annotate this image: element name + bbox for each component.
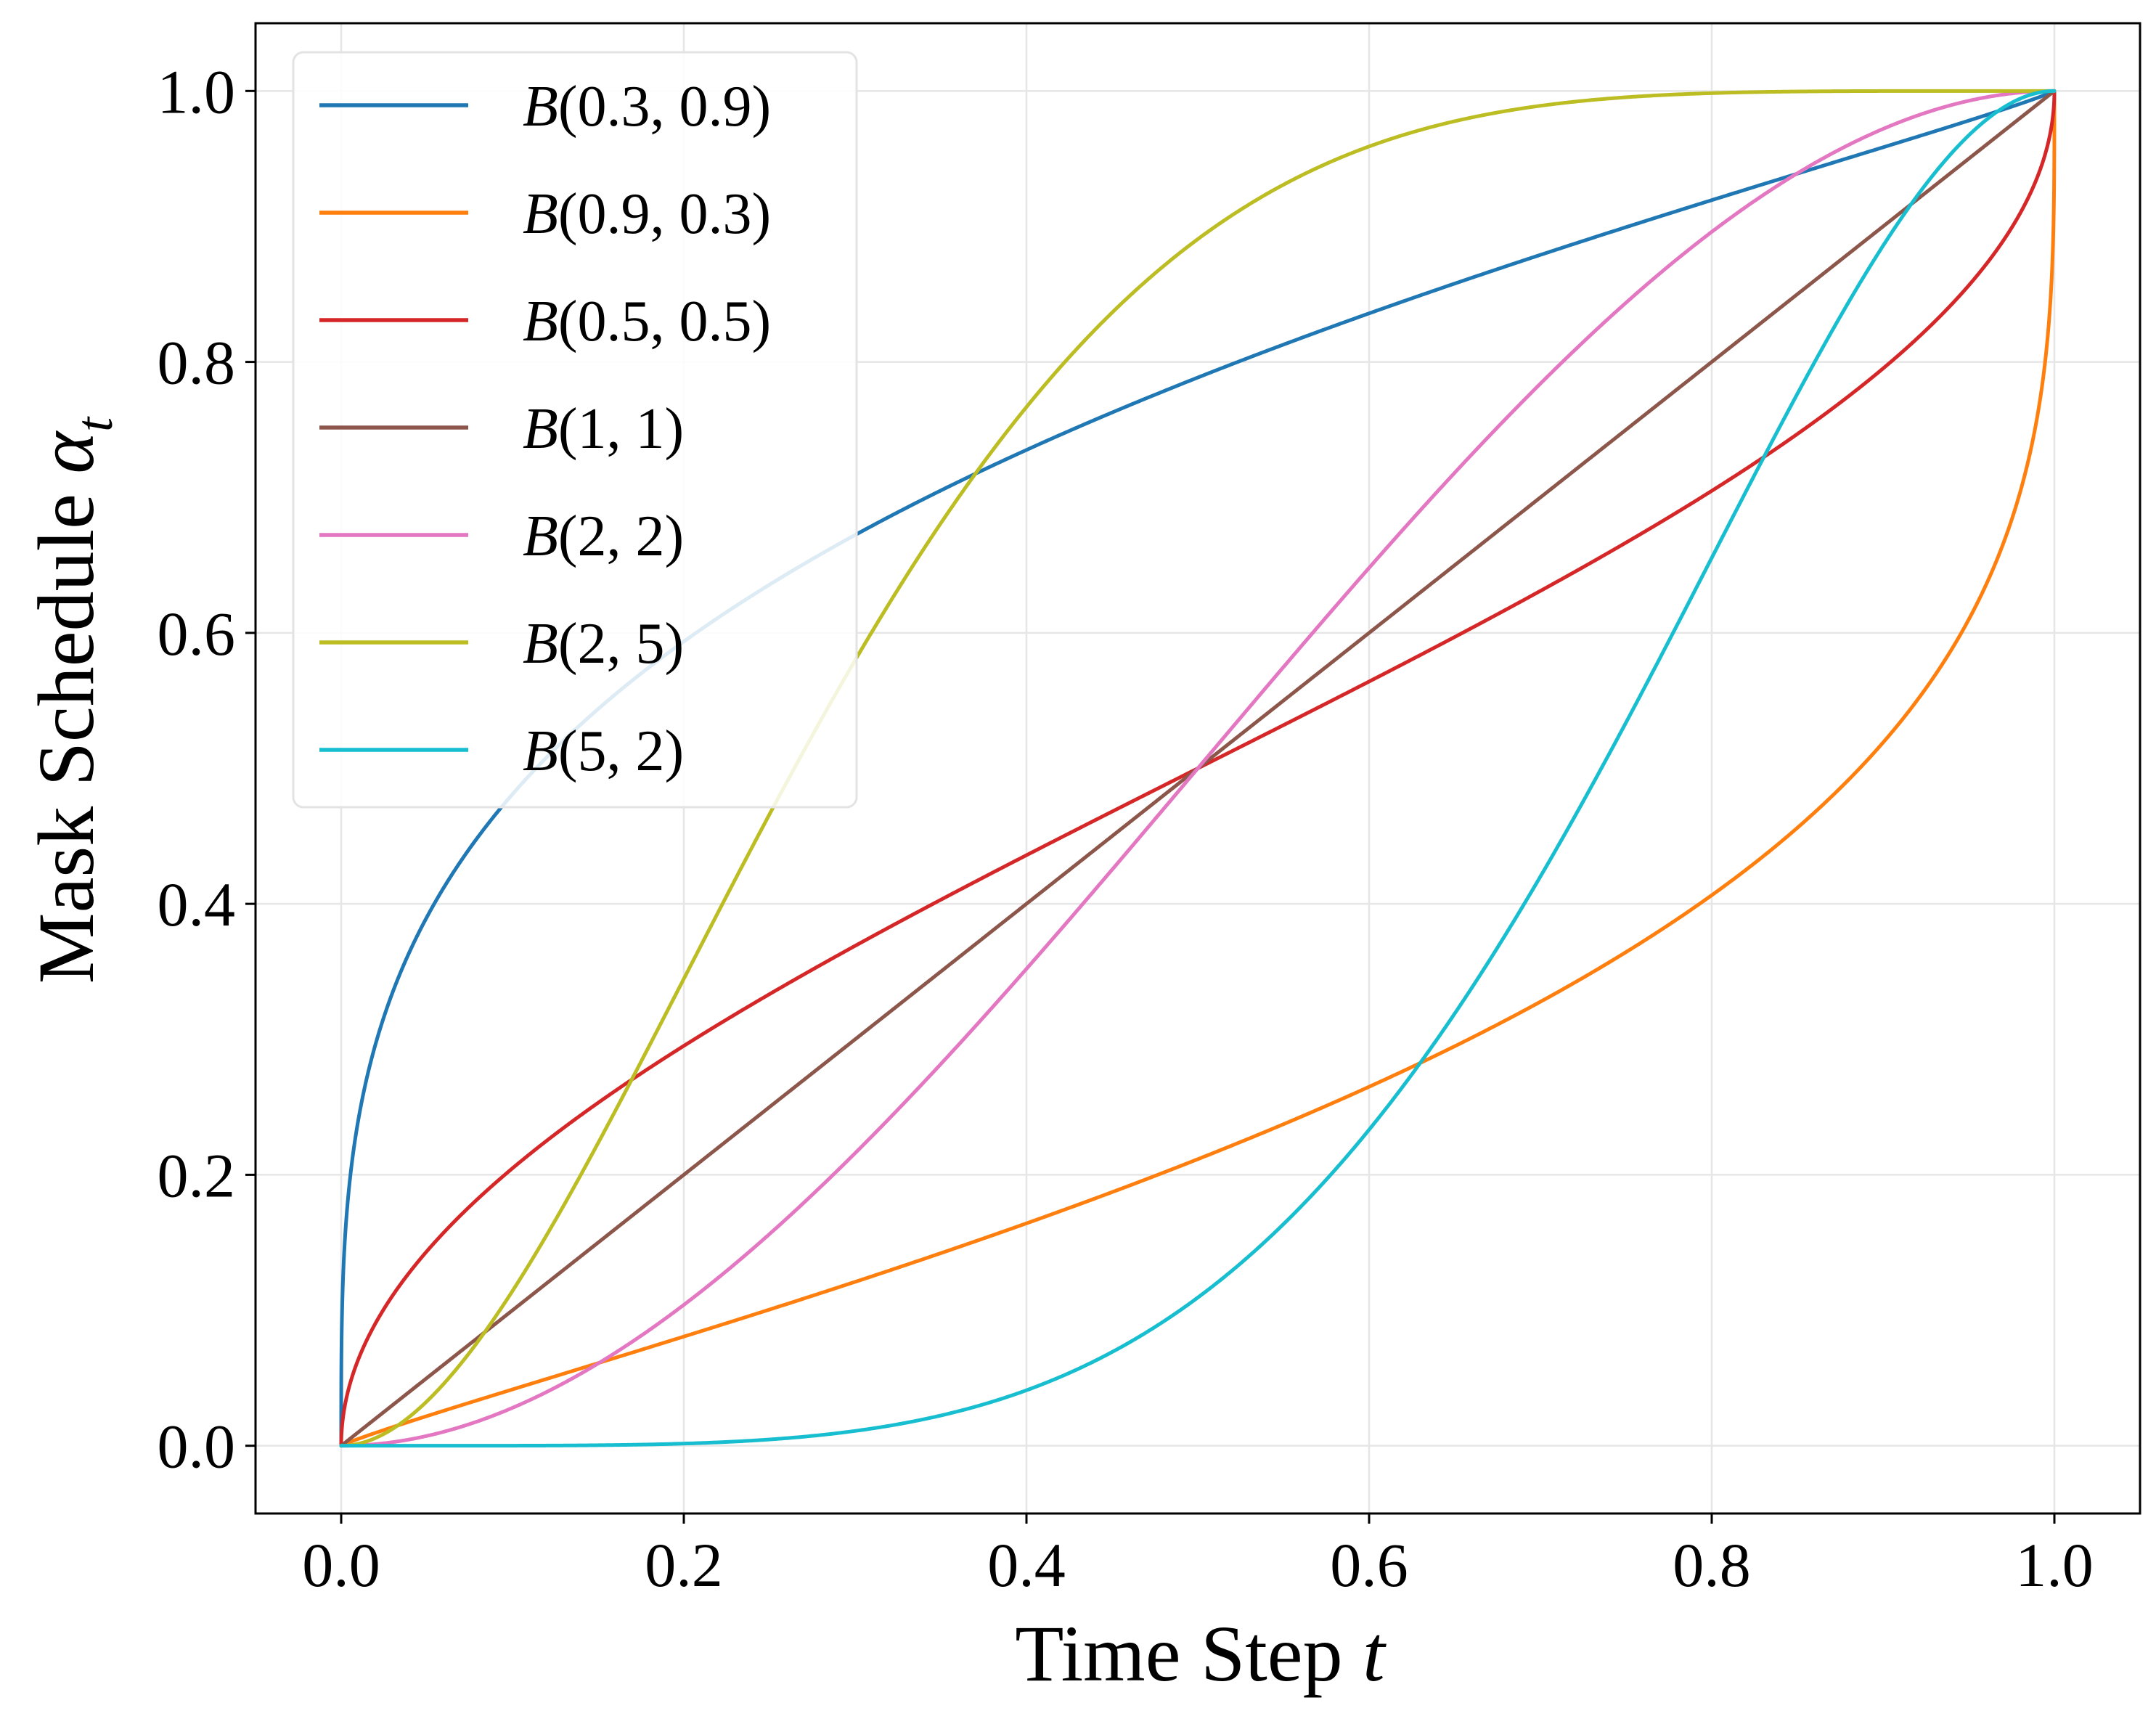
x-axis-title-variable: t [1363, 1609, 1387, 1698]
x-tick-label: 0.8 [1673, 1530, 1751, 1600]
series-line [339, 89, 2057, 1448]
x-axis-title: Time Step t [1015, 1609, 1387, 1698]
x-tick-label: 0.2 [645, 1530, 723, 1600]
series-line [339, 89, 2057, 1448]
y-axis-title-subscript: t [65, 416, 123, 432]
legend-label: B(0.3, 0.9) [523, 75, 771, 139]
legend-item: B(0.9, 0.3) [319, 182, 771, 246]
x-tick-label: 0.4 [987, 1530, 1066, 1600]
legend-item: B(2, 2) [319, 504, 684, 568]
x-tick-label: 0.0 [302, 1530, 380, 1600]
series-line [339, 89, 2057, 1448]
legend-label: B(1, 1) [523, 397, 684, 461]
series-lines [339, 89, 2057, 1448]
legend-item: B(2, 5) [319, 612, 684, 676]
y-axis-title-text: Mask Schedule [22, 494, 110, 984]
legend-label: B(0.5, 0.5) [523, 290, 771, 354]
legend-label: B(5, 2) [523, 719, 684, 783]
series-line [339, 89, 2057, 1448]
legend-label: B(2, 5) [523, 612, 684, 676]
legend-label: B(2, 2) [523, 504, 684, 568]
y-tick-label: 0.2 [158, 1140, 236, 1210]
y-axis-title-variable: α [22, 430, 110, 474]
legend-item: B(0.5, 0.5) [319, 290, 771, 354]
x-tick-label: 0.6 [1330, 1530, 1408, 1600]
y-tick-label: 0.0 [158, 1412, 236, 1482]
y-axis-ticks: 0.0 0.2 0.4 0.6 0.8 1.0 [158, 57, 256, 1482]
y-tick-label: 0.8 [158, 328, 236, 398]
legend-item: B(0.3, 0.9) [319, 75, 771, 139]
y-axis-title: Mask Schedule αt [22, 416, 123, 984]
series-line [339, 89, 2057, 1448]
legend-box [292, 51, 858, 809]
legend-item: B(1, 1) [319, 397, 684, 461]
x-tick-label: 1.0 [2015, 1530, 2094, 1600]
y-tick-label: 0.6 [158, 599, 236, 669]
y-tick-label: 1.0 [158, 57, 236, 126]
legend-item: B(5, 2) [319, 719, 684, 783]
legend: B(0.3, 0.9) B(0.9, 0.3) B(0.5, 0.5) B(1, 1)… [292, 51, 858, 809]
plot-frame [254, 22, 2141, 1515]
y-tick-label: 0.4 [158, 870, 236, 939]
x-axis-ticks: 0.0 0.2 0.4 0.6 0.8 1.0 [302, 1513, 2094, 1600]
x-axis-title-text: Time Step [1015, 1609, 1342, 1698]
legend-label: B(0.9, 0.3) [523, 182, 771, 246]
